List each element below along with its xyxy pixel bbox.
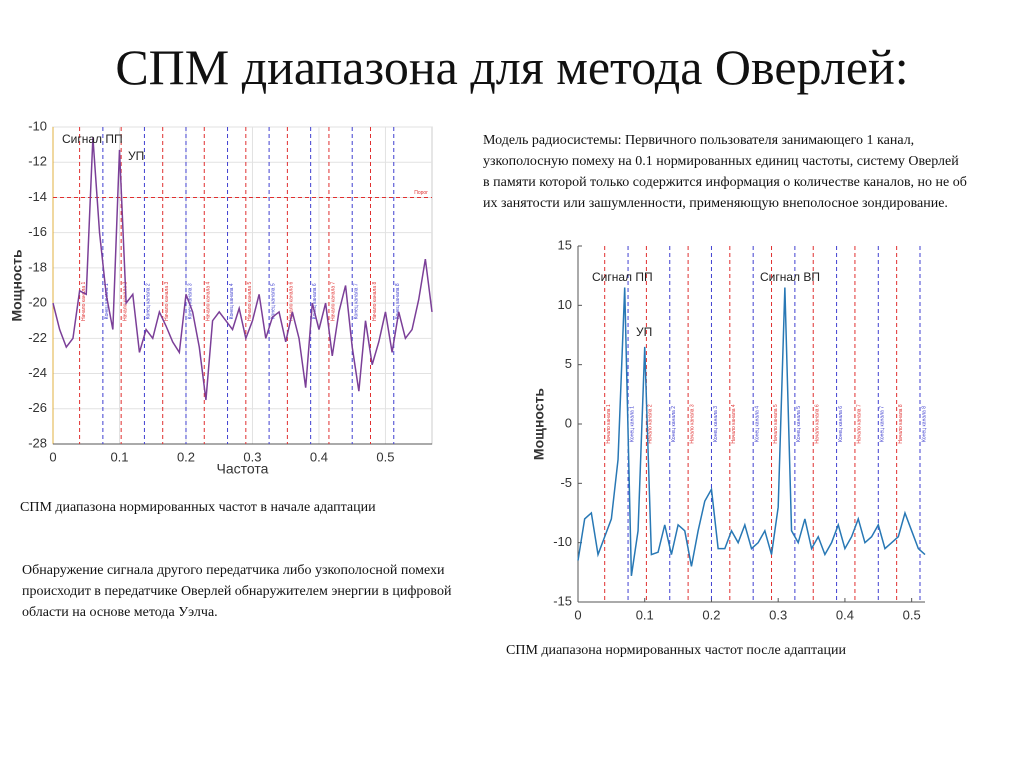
x-tick-label: 0.3 xyxy=(769,607,787,622)
y-tick-label: -22 xyxy=(28,330,47,345)
channel-label: Конец канала 2 xyxy=(671,406,677,442)
x-tick-label: 0.1 xyxy=(636,607,654,622)
channel-label: Начало канала 1 xyxy=(606,404,612,444)
channel-label: Начало канала 4 xyxy=(731,404,737,444)
x-tick-label: 0 xyxy=(49,449,56,464)
note: Обнаружение сигнала другого передатчика … xyxy=(22,563,452,620)
y-axis-label: Мощность xyxy=(531,388,547,460)
data-line xyxy=(52,137,433,401)
y-tick-label: -10 xyxy=(28,118,47,133)
annotation: УП xyxy=(128,149,144,163)
x-tick-label: 0.1 xyxy=(110,449,128,464)
x-tick-label: 0.4 xyxy=(836,607,854,622)
annotation: УП xyxy=(636,325,652,339)
y-tick-label: -5 xyxy=(560,475,572,490)
caption-left: СПМ диапазона нормированных частот в нач… xyxy=(20,500,376,515)
channel-label: Конец канала 4 xyxy=(229,283,235,319)
y-tick-label: -15 xyxy=(553,593,572,608)
annotation: Сигнал ВП xyxy=(760,270,820,284)
channel-label: Конец канала 7 xyxy=(354,283,360,319)
channel-label: Начало канала 8 xyxy=(898,404,904,444)
caption-right: СПМ диапазона нормированных частот после… xyxy=(506,643,846,658)
channel-label: Начало канала 7 xyxy=(330,281,336,321)
channel-label: Начало канала 7 xyxy=(856,404,862,444)
annotation: Сигнал ПП xyxy=(62,132,123,146)
y-tick-label: 15 xyxy=(558,237,572,252)
y-tick-label: 0 xyxy=(565,415,572,430)
channel-label: Конец канала 2 xyxy=(146,283,152,319)
annotation: Сигнал ПП xyxy=(592,270,653,284)
x-tick-label: 0 xyxy=(574,607,581,622)
channel-label: Конец канала 3 xyxy=(713,406,719,442)
channel-label: Конец канала 6 xyxy=(312,283,318,319)
y-tick-label: -24 xyxy=(28,365,47,380)
plot-area xyxy=(52,126,433,445)
y-tick-label: -20 xyxy=(28,295,47,310)
channel-label: Начало канала 8 xyxy=(372,281,378,321)
y-tick-label: -16 xyxy=(28,224,47,239)
threshold-label: Порог xyxy=(414,190,428,196)
channel-label: Конец канала 5 xyxy=(270,283,276,319)
data-line xyxy=(577,287,926,577)
y-axis-label: Мощность xyxy=(9,249,25,321)
channel-label: Начало канала 1 xyxy=(81,281,87,321)
channel-label: Конец канала 7 xyxy=(880,406,886,442)
x-tick-label: 0.5 xyxy=(903,607,921,622)
channel-label: Конец канала 6 xyxy=(838,406,844,442)
channel-label: Начало канала 5 xyxy=(247,281,253,321)
description: Модель радиосистемы: Первичного пользова… xyxy=(483,133,967,211)
x-tick-label: 0.2 xyxy=(702,607,720,622)
y-tick-label: 5 xyxy=(565,356,572,371)
y-tick-label: 10 xyxy=(558,297,572,312)
y-tick-label: -14 xyxy=(28,189,47,204)
channel-label: Конец канала 3 xyxy=(187,283,193,319)
x-axis-label: Частота xyxy=(217,461,269,477)
channel-label: Начало канала 3 xyxy=(164,281,170,321)
x-tick-label: 0.3 xyxy=(243,449,261,464)
y-tick-label: -18 xyxy=(28,259,47,274)
y-tick-label: -28 xyxy=(28,435,47,450)
y-tick-label: -26 xyxy=(28,400,47,415)
channel-label: Начало канала 5 xyxy=(773,404,779,444)
channel-label: Начало канала 6 xyxy=(815,404,821,444)
channel-label: Конец канала 8 xyxy=(395,283,401,319)
channel-label: Конец канала 1 xyxy=(629,406,635,442)
y-tick-label: -10 xyxy=(553,534,572,549)
x-tick-label: 0.5 xyxy=(376,449,394,464)
slide-title: СПМ диапазона для метода Оверлей: xyxy=(115,39,909,95)
channel-label: Начало канала 6 xyxy=(289,281,295,321)
channel-label: Конец канала 4 xyxy=(754,406,760,442)
channel-label: Конец канала 8 xyxy=(921,406,927,442)
channel-label: Конец канала 5 xyxy=(796,406,802,442)
channel-label: Начало канала 4 xyxy=(206,281,212,321)
channel-label: Начало канала 3 xyxy=(689,404,695,444)
y-tick-label: -12 xyxy=(28,154,47,169)
x-tick-label: 0.2 xyxy=(177,449,195,464)
channel-label: Начало канала 2 xyxy=(648,404,654,444)
x-tick-label: 0.4 xyxy=(310,449,328,464)
